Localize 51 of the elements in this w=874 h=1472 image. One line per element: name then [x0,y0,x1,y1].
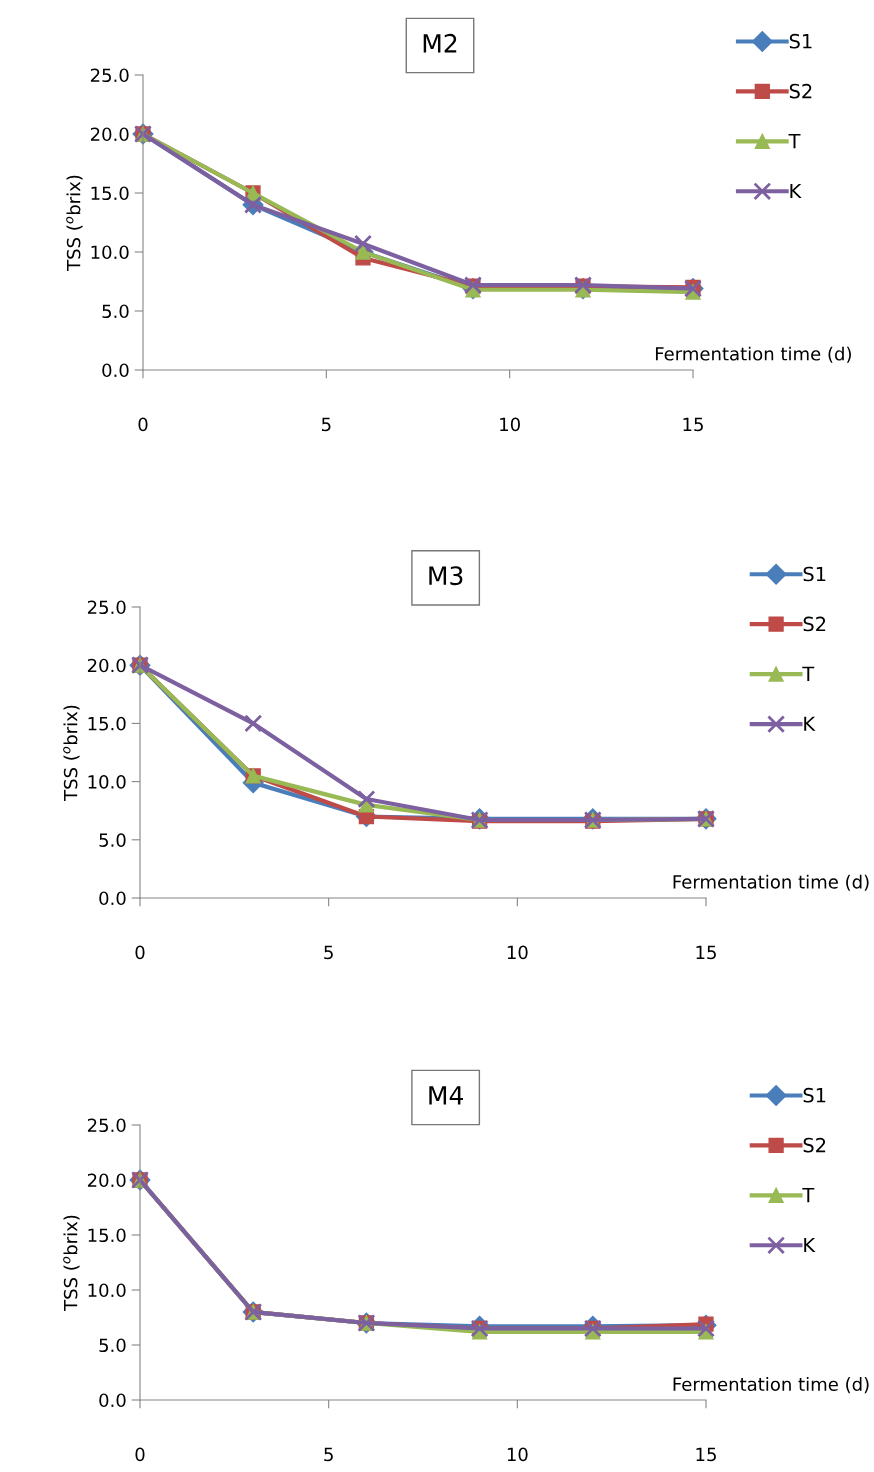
x-tick-label: 5 [324,945,333,960]
legend-label: T [802,1187,815,1203]
x-tick-label: 10 [507,945,528,960]
y-tick-label: 20.0 [87,1173,126,1188]
legend-label: T [802,666,815,681]
legend-label: K [790,183,802,199]
legend-label: S2 [803,1137,826,1153]
chart-title: M3 [429,566,463,586]
x-tick-label: 5 [321,417,331,432]
legend-label: T [788,133,801,149]
x-tick-label: 0 [135,945,145,960]
x-tick-label: 5 [324,1447,333,1462]
x-tick-label: 15 [696,1447,716,1462]
y-tick-label: 25.0 [87,1118,126,1133]
x-tick-label: 15 [683,417,703,432]
x-axis-title: Fermentation time (d) [673,874,869,891]
legend-label: S1 [789,33,812,49]
y-tick-label: 10.0 [88,1283,126,1298]
x-tick-label: 0 [138,417,148,432]
y-tick-label: 10.0 [91,245,129,260]
y-tick-label: 15.0 [91,186,129,201]
y-tick-label: 5.0 [99,1338,126,1353]
legend-label: S2 [803,616,826,632]
y-tick-label: 10.0 [88,775,126,789]
y-tick-label: 15.0 [88,1228,126,1243]
legend-label: S2 [789,83,812,99]
y-tick-label: 0.0 [102,363,129,378]
y-axis-title: TSS ($^{o}$brix) [63,1215,80,1311]
x-axis-title: Fermentation time (d) [673,1377,869,1394]
y-tick-label: 0.0 [99,1393,126,1408]
y-axis-title: TSS ($^{o}$brix) [63,705,80,801]
y-tick-label: 5.0 [102,304,129,319]
x-tick-label: 10 [500,417,520,432]
legend-label: S1 [803,566,826,582]
legend-label: K [804,1237,816,1253]
x-axis-title: Fermentation time (d) [655,346,851,363]
x-tick-label: 15 [696,945,716,960]
y-tick-label: 25.0 [87,600,126,615]
y-tick-label: 0.0 [99,891,126,906]
y-tick-label: 15.0 [88,716,126,731]
chart-title: M2 [423,33,457,53]
legend-label: S1 [803,1087,826,1103]
chart-title: M4 [429,1086,463,1105]
x-tick-label: 0 [135,1447,145,1462]
y-axis-title: TSS ($^{o}$brix) [66,175,83,271]
legend-label: K [804,716,816,731]
y-tick-label: 5.0 [99,833,126,847]
y-tick-label: 20.0 [90,127,129,142]
x-tick-label: 10 [507,1447,528,1462]
y-tick-label: 20.0 [87,658,126,673]
y-tick-label: 25.0 [90,68,129,83]
